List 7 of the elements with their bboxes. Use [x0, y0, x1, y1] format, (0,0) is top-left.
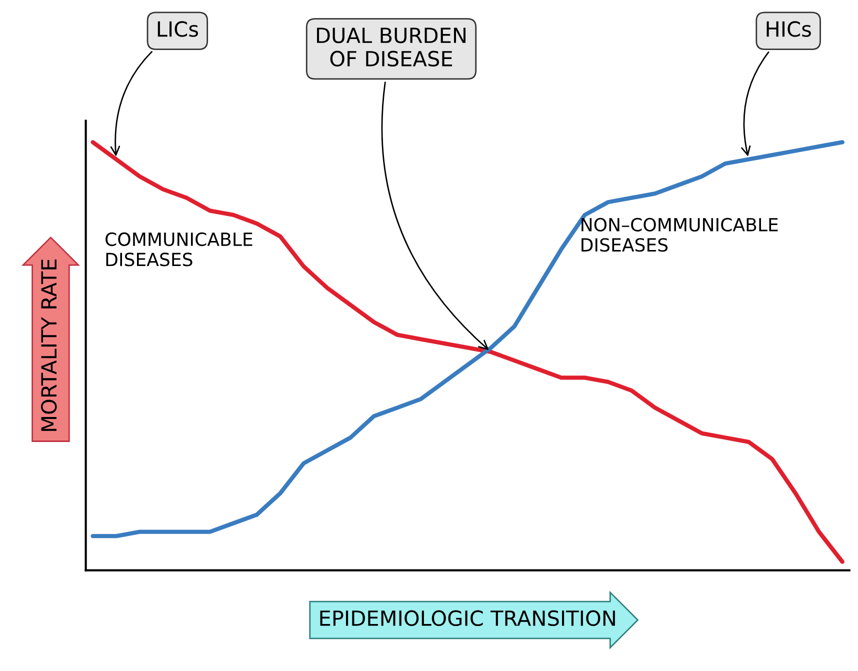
series-label: COMMUNICABLE DISEASES: [106, 232, 252, 266]
x-axis-title: EPIDEMIOLOGIC TRANSITION: [320, 610, 615, 626]
text: LICs: [158, 21, 198, 37]
series-label: NON–COMMUNICABLE DISEASES: [582, 218, 778, 252]
y-axis-title: MORTALITY RATE: [41, 260, 57, 431]
text: HICs: [766, 21, 811, 37]
text: DUAL BURDEN OF DISEASE: [317, 28, 466, 67]
